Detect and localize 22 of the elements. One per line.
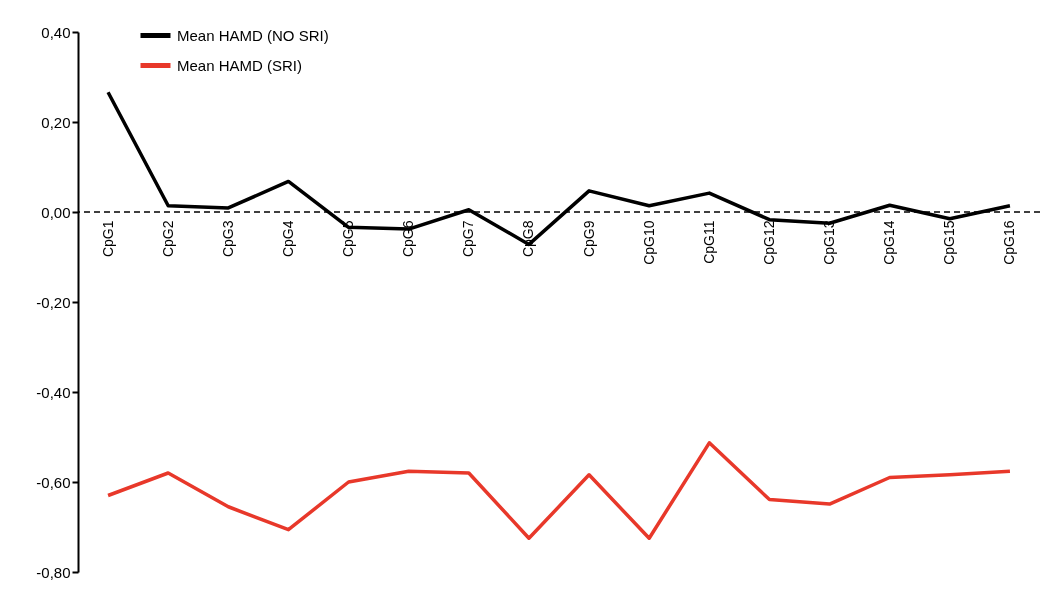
y-tick-label: 0,00: [41, 203, 71, 221]
x-tick-label: CpG1: [99, 220, 116, 258]
x-tick-label: CpG15: [941, 220, 958, 265]
x-tick-label: CpG3: [219, 220, 236, 258]
x-tick-label: CpG14: [881, 220, 898, 265]
x-tick-label: CpG2: [159, 220, 176, 258]
legend-label: Mean HAMD (SRI): [177, 56, 303, 74]
line-series: [106, 441, 1012, 540]
x-tick-label: CpG10: [640, 220, 657, 265]
y-tick-label: 0,20: [41, 113, 71, 131]
legend-label: Mean HAMD (NO SRI): [177, 26, 329, 44]
x-tick-label: CpG4: [279, 220, 296, 258]
x-tick-label: CpG16: [1001, 220, 1018, 265]
y-tick-label: -0,60: [36, 473, 71, 491]
y-tick-label: -0,40: [36, 383, 71, 401]
x-tick-label: CpG11: [700, 220, 717, 264]
x-tick-label: CpG7: [460, 220, 477, 258]
x-tick-label: CpG9: [580, 220, 597, 258]
x-tick-label: CpG12: [760, 220, 777, 265]
y-tick-label: -0,80: [36, 563, 71, 581]
y-tick-label: 0,40: [41, 23, 71, 41]
y-tick-label: -0,20: [36, 293, 71, 311]
